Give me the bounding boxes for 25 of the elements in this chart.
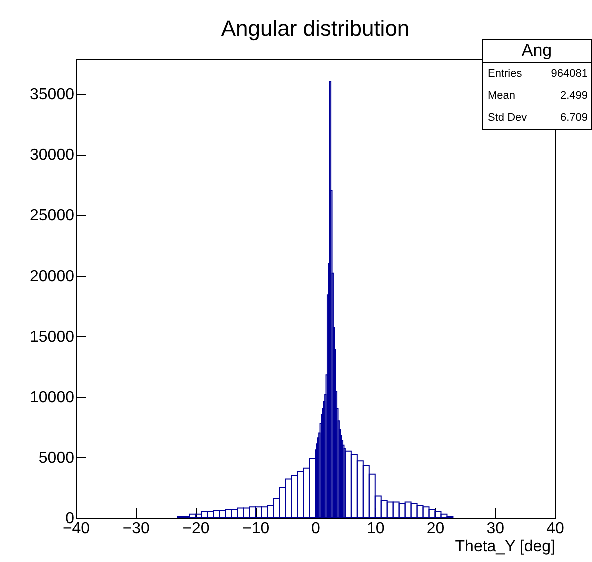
x-axis-title: Theta_Y [deg] <box>455 538 556 556</box>
x-tick-label: 0 <box>312 520 321 538</box>
y-tick-label: 10000 <box>30 389 75 406</box>
x-tick-label: 30 <box>486 520 505 538</box>
chart-title: Angular distribution <box>221 16 410 41</box>
x-tick-label: −10 <box>242 520 270 538</box>
x-tick-label: 20 <box>426 520 445 538</box>
annotation: Mean <box>488 90 516 102</box>
x-tick-label: −30 <box>122 520 150 538</box>
y-tick-label: 20000 <box>30 268 75 286</box>
annotation: 964081 <box>551 68 588 80</box>
y-tick-label: 15000 <box>30 328 75 346</box>
y-tick-label: 30000 <box>30 147 75 164</box>
annotation: Entries <box>488 68 522 80</box>
x-tick-label: −40 <box>62 520 90 538</box>
y-tick-label: 25000 <box>30 208 75 225</box>
annotation: Std Dev <box>488 112 528 124</box>
x-tick-label: 10 <box>366 520 385 538</box>
text: 2.499 <box>560 90 588 102</box>
x-tick-label: 40 <box>546 520 564 538</box>
text: 6.709 <box>560 112 588 124</box>
y-tick-label: 35000 <box>30 86 75 104</box>
annotation: Ang <box>483 40 591 63</box>
y-tick-label: 5000 <box>38 450 75 467</box>
x-tick-label: −20 <box>182 520 210 538</box>
